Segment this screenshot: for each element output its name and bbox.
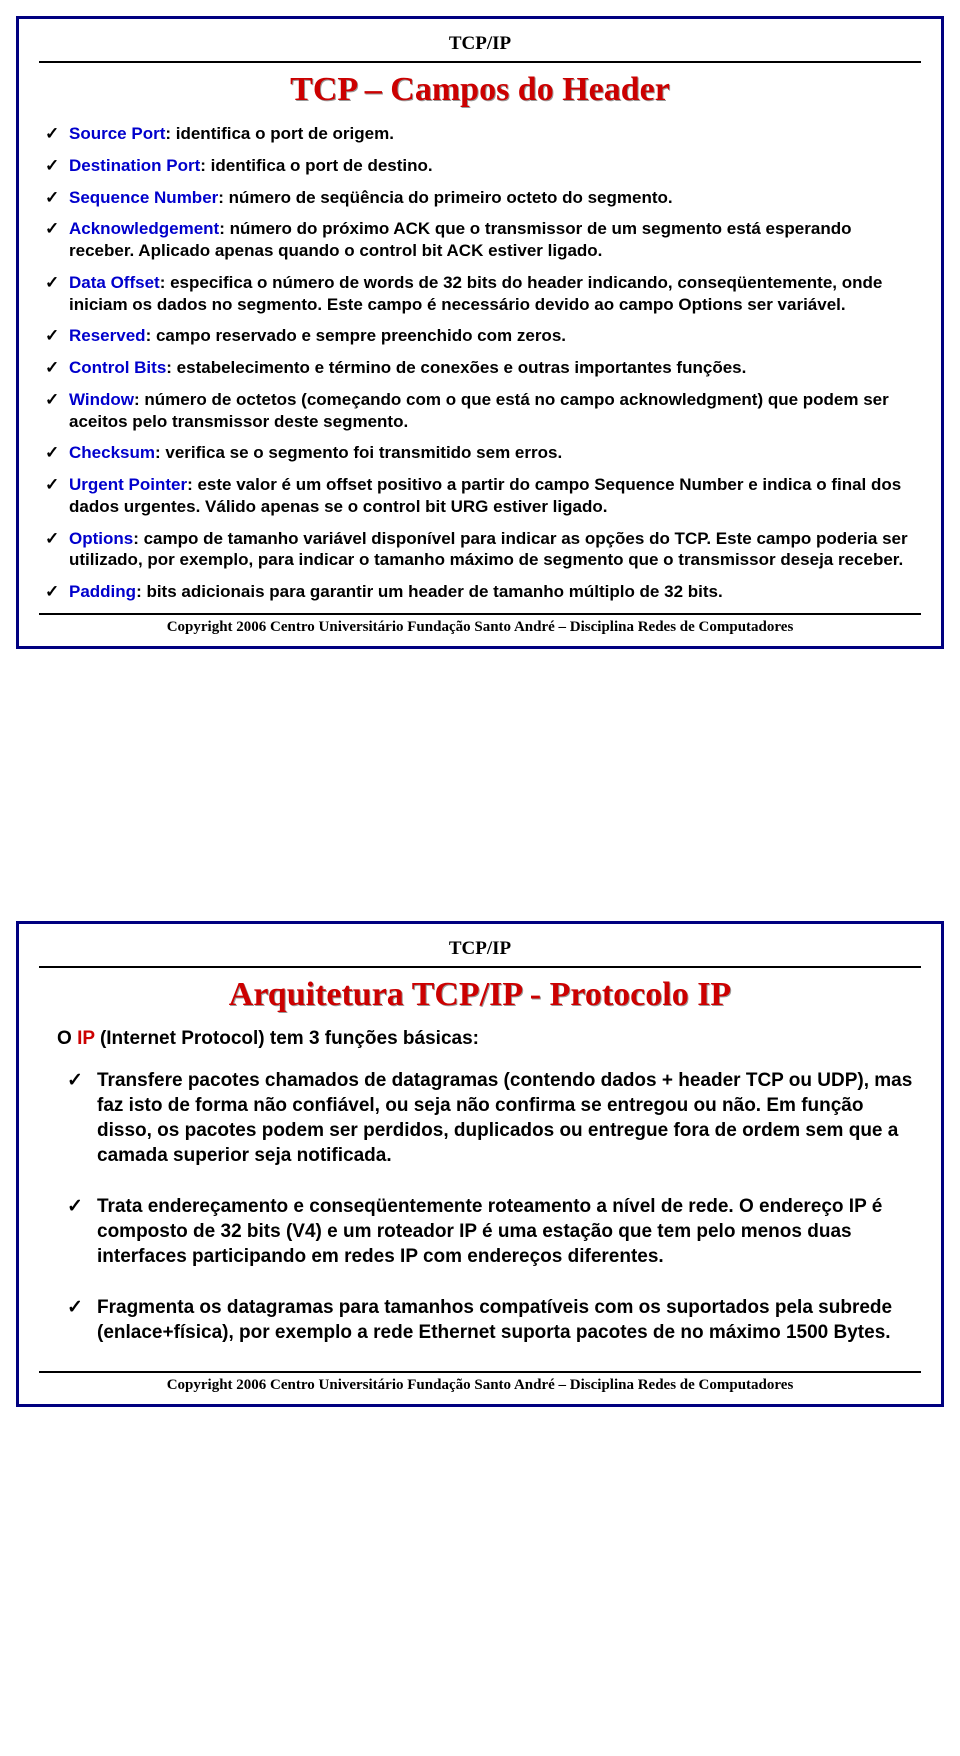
footer-text: Copyright 2006 Centro Universitário Fund… (39, 1377, 921, 1396)
check-icon: ✓ (45, 218, 59, 240)
function-item: ✓ Fragmenta os datagramas para tamanhos c… (67, 1295, 915, 1345)
check-icon: ✓ (45, 389, 59, 411)
field-item: ✓ Padding: bits adicionais para garantir … (45, 581, 915, 603)
field-item: ✓Acknowledgement: número do próximo ACK … (45, 218, 915, 262)
field-item: ✓ Urgent Pointer: este valor é um offset … (45, 474, 915, 518)
field-term: Reserved (69, 326, 146, 345)
top-label: TCP/IP (39, 938, 921, 960)
field-list: ✓ Source Port: identifica o port de orige… (39, 123, 921, 603)
intro-rest: (Internet Protocol) tem 3 funções básica… (95, 1028, 479, 1049)
field-desc: : campo reservado e sempre preenchido co… (146, 326, 566, 345)
rule-bottom (39, 1371, 921, 1373)
field-term: Window (69, 390, 134, 409)
check-icon: ✓ (45, 272, 59, 294)
slide-title: Arquitetura TCP/IP - Protocolo IP (39, 976, 921, 1014)
field-item: ✓ Control Bits: estabelecimento e término… (45, 357, 915, 379)
field-desc: : número de seqüência do primeiro octeto… (218, 188, 672, 207)
slide-tcp-header-fields: TCP/IP TCP – Campos do Header ✓ Source Po… (16, 16, 944, 649)
check-icon: ✓ (45, 325, 59, 347)
field-desc: : identifica o port de origem. (165, 124, 394, 143)
field-term: Options (69, 529, 133, 548)
field-term: Padding (69, 582, 136, 601)
rule-bottom (39, 613, 921, 615)
field-term: Urgent Pointer (69, 475, 187, 494)
function-text: Transfere pacotes chamados de datagramas… (97, 1070, 912, 1166)
field-term: Destination Port (69, 156, 200, 175)
field-term: Control Bits (69, 358, 166, 377)
rule-top (39, 966, 921, 968)
check-icon: ✓ (45, 357, 59, 379)
check-icon: ✓ (67, 1295, 83, 1320)
intro-term: IP (77, 1028, 95, 1049)
rule-top (39, 61, 921, 63)
field-desc: : bits adicionais para garantir um heade… (136, 582, 723, 601)
check-icon: ✓ (45, 187, 59, 209)
field-desc: : número de octetos (começando com o que… (69, 390, 889, 431)
field-item: ✓ Options: campo de tamanho variável disp… (45, 528, 915, 572)
field-desc: : especifica o número de words de 32 bit… (69, 273, 882, 314)
check-icon: ✓ (45, 528, 59, 550)
footer-text: Copyright 2006 Centro Universitário Fund… (39, 619, 921, 638)
field-item: ✓ Checksum: verifica se o segmento foi tr… (45, 442, 915, 464)
check-icon: ✓ (45, 123, 59, 145)
slide-gap (0, 665, 960, 905)
check-icon: ✓ (45, 581, 59, 603)
field-term: Source Port (69, 124, 165, 143)
field-item: ✓ Reserved: campo reservado e sempre pree… (45, 325, 915, 347)
field-item: ✓ Destination Port: identifica o port de … (45, 155, 915, 177)
field-desc: : este valor é um offset positivo a part… (69, 475, 901, 516)
intro-prefix: O (57, 1028, 77, 1049)
field-item: ✓ Window: número de octetos (começando co… (45, 389, 915, 433)
check-icon: ✓ (45, 442, 59, 464)
field-desc: : estabelecimento e término de conexões … (166, 358, 746, 377)
field-desc: : identifica o port de destino. (200, 156, 432, 175)
field-desc: : verifica se o segmento foi transmitido… (155, 443, 562, 462)
check-icon: ✓ (67, 1068, 83, 1093)
field-term: Acknowledgement (69, 219, 219, 238)
slide-title: TCP – Campos do Header (39, 71, 921, 109)
field-term: Data Offset (69, 273, 160, 292)
field-term: Checksum (69, 443, 155, 462)
top-label: TCP/IP (39, 33, 921, 55)
function-item: ✓ Trata endereçamento e conseqüentemente … (67, 1194, 915, 1269)
slide-ip-protocol: TCP/IP Arquitetura TCP/IP - Protocolo IP… (16, 921, 944, 1408)
function-item: ✓ Transfere pacotes chamados de datagrama… (67, 1068, 915, 1168)
function-list: ✓ Transfere pacotes chamados de datagrama… (39, 1068, 921, 1346)
intro-line: O IP (Internet Protocol) tem 3 funções b… (57, 1028, 921, 1050)
field-item: ✓ Sequence Number: número de seqüência do… (45, 187, 915, 209)
check-icon: ✓ (67, 1194, 83, 1219)
field-item: ✓ Source Port: identifica o port de orige… (45, 123, 915, 145)
field-desc: : campo de tamanho variável disponível p… (69, 529, 908, 570)
function-text: Trata endereçamento e conseqüentemente r… (97, 1196, 882, 1267)
field-term: Sequence Number (69, 188, 218, 207)
check-icon: ✓ (45, 155, 59, 177)
check-icon: ✓ (45, 474, 59, 496)
function-text: Fragmenta os datagramas para tamanhos co… (97, 1297, 892, 1343)
field-item: ✓ Data Offset: especifica o número de wor… (45, 272, 915, 316)
